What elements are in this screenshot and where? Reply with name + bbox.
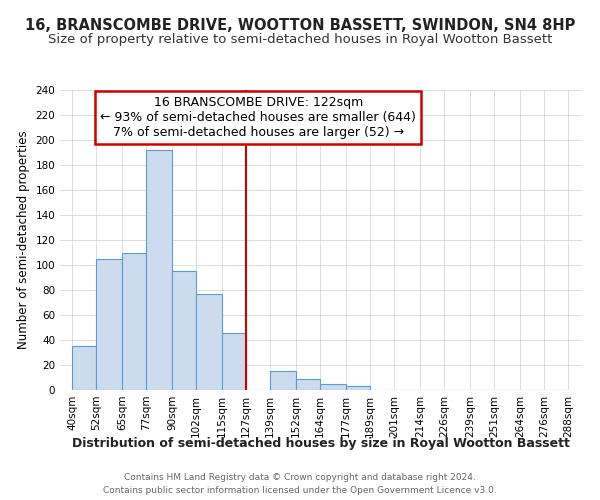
Y-axis label: Number of semi-detached properties: Number of semi-detached properties (17, 130, 30, 350)
Bar (72, 346, 96, 390)
Text: 16, BRANSCOMBE DRIVE, WOOTTON BASSETT, SWINDON, SN4 8HP: 16, BRANSCOMBE DRIVE, WOOTTON BASSETT, S… (25, 18, 575, 32)
Bar (296, 379, 320, 390)
Text: Contains public sector information licensed under the Open Government Licence v3: Contains public sector information licen… (103, 486, 497, 495)
Bar (146, 150, 172, 390)
Bar (172, 271, 196, 390)
Text: 16 BRANSCOMBE DRIVE: 122sqm  
← 93% of semi-detached houses are smaller (644)
  : 16 BRANSCOMBE DRIVE: 122sqm ← 93% of sem… (100, 96, 416, 139)
Bar (196, 294, 222, 390)
Text: Size of property relative to semi-detached houses in Royal Wootton Bassett: Size of property relative to semi-detach… (48, 32, 552, 46)
Text: Contains HM Land Registry data © Crown copyright and database right 2024.: Contains HM Land Registry data © Crown c… (124, 472, 476, 482)
Bar (346, 386, 370, 390)
Bar (320, 384, 346, 390)
Bar (222, 332, 246, 390)
Text: Distribution of semi-detached houses by size in Royal Wootton Bassett: Distribution of semi-detached houses by … (72, 438, 570, 450)
Bar (270, 371, 296, 390)
Bar (122, 252, 146, 390)
Bar (96, 259, 122, 390)
